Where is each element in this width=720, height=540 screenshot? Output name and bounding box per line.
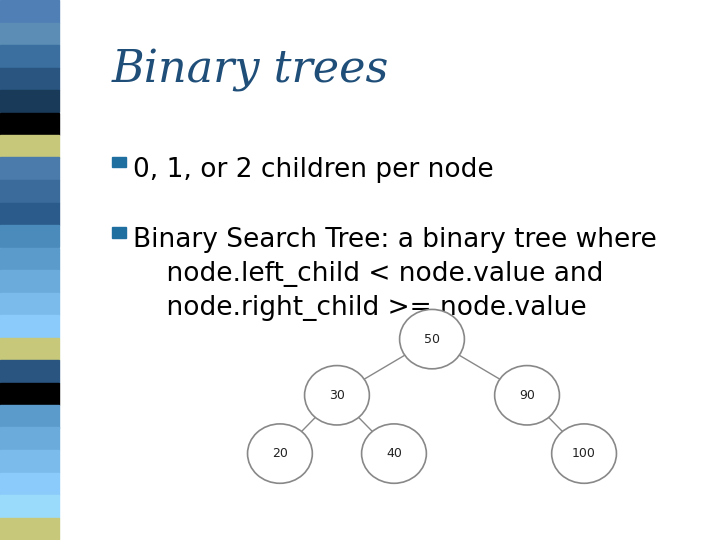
Bar bbox=[0, 90, 59, 112]
Bar bbox=[0, 225, 59, 247]
Bar bbox=[0, 405, 59, 428]
Bar bbox=[0, 45, 59, 68]
Bar bbox=[0, 495, 59, 517]
Ellipse shape bbox=[495, 366, 559, 425]
Text: Binary trees: Binary trees bbox=[112, 49, 389, 92]
Bar bbox=[0, 338, 59, 360]
Text: 50: 50 bbox=[424, 333, 440, 346]
Bar bbox=[0, 450, 59, 472]
Bar bbox=[0, 360, 59, 382]
Bar bbox=[0, 135, 59, 158]
Bar bbox=[0, 428, 59, 450]
Ellipse shape bbox=[400, 309, 464, 369]
Bar bbox=[0, 23, 59, 45]
Bar bbox=[0, 0, 59, 23]
Bar bbox=[0, 517, 59, 540]
Ellipse shape bbox=[305, 366, 369, 425]
Ellipse shape bbox=[361, 424, 426, 483]
Bar bbox=[0, 112, 59, 135]
Bar bbox=[0, 270, 59, 293]
Text: 0, 1, or 2 children per node: 0, 1, or 2 children per node bbox=[133, 157, 494, 183]
Bar bbox=[112, 227, 126, 238]
Bar bbox=[0, 293, 59, 315]
Bar bbox=[0, 158, 59, 180]
Bar bbox=[0, 180, 59, 202]
Ellipse shape bbox=[248, 424, 312, 483]
Text: 40: 40 bbox=[386, 447, 402, 460]
Text: 100: 100 bbox=[572, 447, 596, 460]
Bar bbox=[0, 382, 59, 405]
Bar bbox=[0, 315, 59, 338]
Ellipse shape bbox=[552, 424, 616, 483]
Text: 30: 30 bbox=[329, 389, 345, 402]
Bar bbox=[0, 472, 59, 495]
Text: 90: 90 bbox=[519, 389, 535, 402]
Bar bbox=[0, 247, 59, 270]
Bar bbox=[0, 68, 59, 90]
Text: 20: 20 bbox=[272, 447, 288, 460]
Bar bbox=[0, 202, 59, 225]
Bar bbox=[112, 157, 126, 167]
Text: Binary Search Tree: a binary tree where
    node.left_child < node.value and
   : Binary Search Tree: a binary tree where … bbox=[133, 227, 657, 321]
